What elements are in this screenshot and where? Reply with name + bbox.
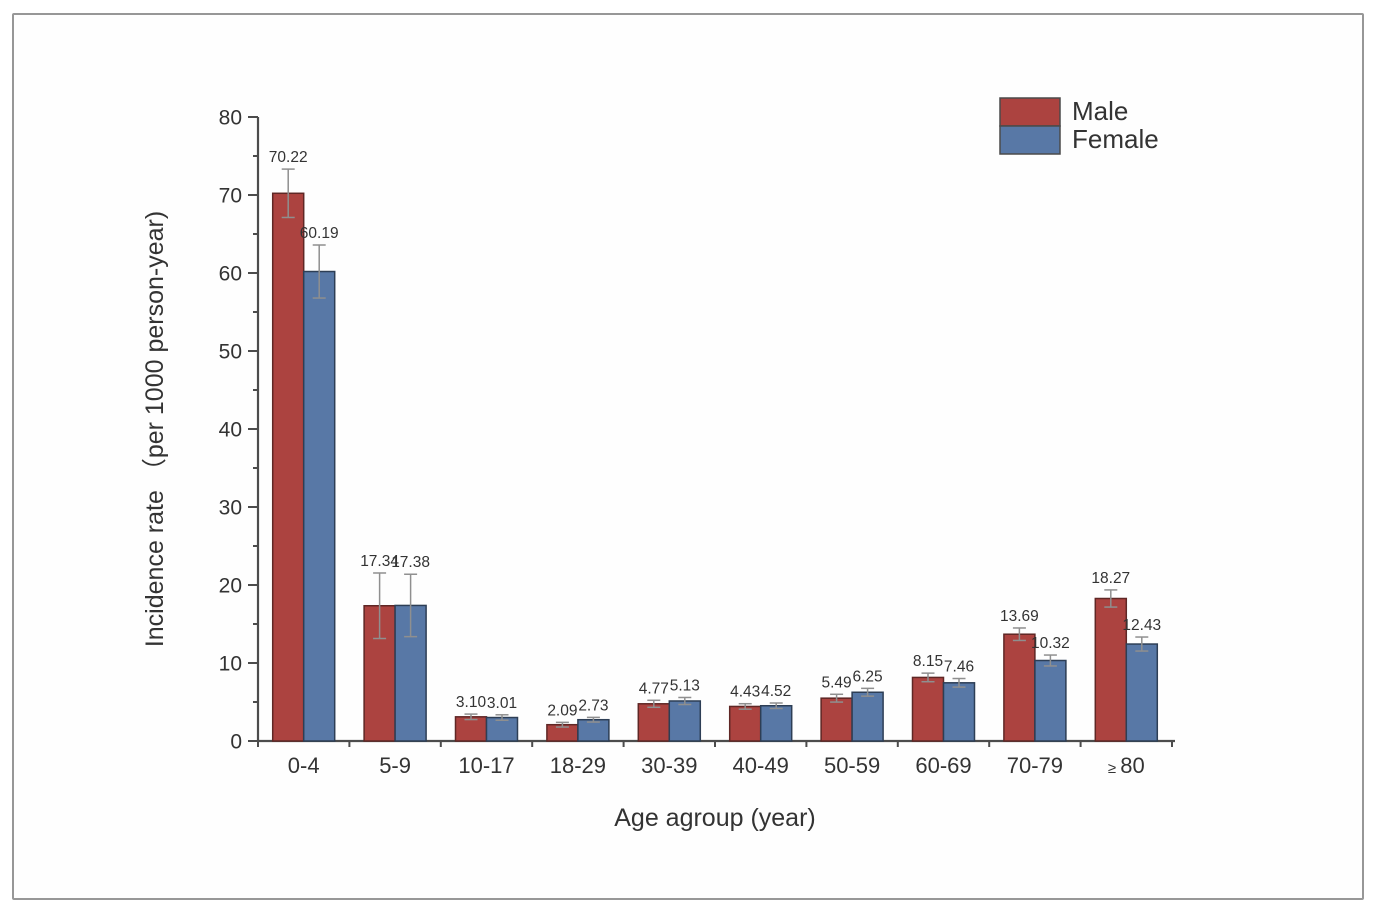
- x-category-label: 10-17: [458, 753, 514, 778]
- legend-swatch-male: [999, 97, 1061, 127]
- legend-label-male: Male: [1072, 96, 1128, 126]
- value-label: 60.19: [300, 225, 339, 242]
- legend-label-female: Female: [1072, 124, 1159, 154]
- x-category-label: 18-29: [550, 753, 606, 778]
- value-label: 8.15: [913, 653, 943, 670]
- bar-female-30-39: [668, 700, 702, 742]
- value-label: 10.32: [1031, 635, 1070, 652]
- error-bars-layer: [281, 168, 1149, 728]
- value-label: 3.01: [487, 695, 517, 712]
- y-tick-label: 20: [219, 575, 242, 598]
- x-category-label: 30-39: [641, 753, 697, 778]
- bar-male-0-4: [271, 192, 305, 742]
- bar-female-40-49: [759, 704, 793, 742]
- y-tick-label: 30: [219, 497, 242, 520]
- y-tick-label: 70: [219, 185, 242, 208]
- x-category-label: 0-4: [288, 753, 320, 778]
- value-label: 7.46: [944, 659, 974, 676]
- legend-swatch-female: [999, 125, 1061, 155]
- value-label: 2.73: [578, 697, 608, 714]
- bar-male-40-49: [728, 705, 762, 742]
- value-labels-layer: 70.22 17.34 3.10 2.09 4.77 4.43 5.49 8.15 13.69 1…: [269, 149, 1161, 719]
- value-label: 17.38: [391, 554, 430, 571]
- value-label: 70.22: [269, 149, 308, 166]
- x-category-label: 5-9: [379, 753, 411, 778]
- bar-male-60-69: [911, 676, 945, 742]
- figure-frame: [12, 13, 1364, 900]
- y-tick-label: 80: [219, 107, 242, 130]
- value-label: 6.25: [853, 668, 883, 685]
- value-label: 13.69: [1000, 608, 1039, 625]
- bar-female-18-29: [577, 718, 610, 742]
- y-tick-label: 60: [219, 263, 242, 286]
- value-label: 4.77: [639, 680, 669, 697]
- value-label: 12.43: [1122, 617, 1161, 634]
- x-category-label: 50-59: [824, 753, 880, 778]
- bars-layer: [271, 192, 1159, 742]
- value-label: 5.49: [822, 674, 852, 691]
- value-label: 4.52: [761, 683, 791, 700]
- bar-female-10-17: [485, 716, 519, 742]
- legend: Male Female: [999, 96, 1159, 155]
- bar-male-30-39: [637, 703, 671, 742]
- bar-female-0-4: [302, 270, 336, 742]
- y-axis-title: Incidence rate （per 1000 person-year): [141, 211, 169, 647]
- y-tick-label: 10: [219, 653, 242, 676]
- y-tick-label: 0: [230, 731, 242, 754]
- y-tick-label: 50: [219, 341, 242, 364]
- bar-male-10-17: [454, 716, 488, 742]
- value-label: 3.10: [456, 694, 487, 711]
- value-label: 18.27: [1091, 570, 1130, 587]
- x-category-label: 60-69: [915, 753, 971, 778]
- x-category-label: ≥ 80: [1108, 753, 1145, 778]
- bar-female-60-69: [942, 682, 976, 742]
- value-label: 4.43: [730, 684, 760, 701]
- bar-female-50-59: [851, 691, 884, 742]
- bar-female-70-79: [1034, 659, 1067, 742]
- bar-female-≥80: [1125, 643, 1159, 742]
- bar-male-50-59: [820, 697, 853, 742]
- x-category-label: 40-49: [733, 753, 789, 778]
- x-axis-title: Age agroup (year): [614, 804, 816, 832]
- value-label: 5.13: [670, 677, 700, 694]
- value-label: 2.09: [547, 702, 577, 719]
- y-tick-label: 40: [219, 419, 242, 442]
- value-label: 17.34: [360, 553, 399, 570]
- x-category-label: 70-79: [1007, 753, 1063, 778]
